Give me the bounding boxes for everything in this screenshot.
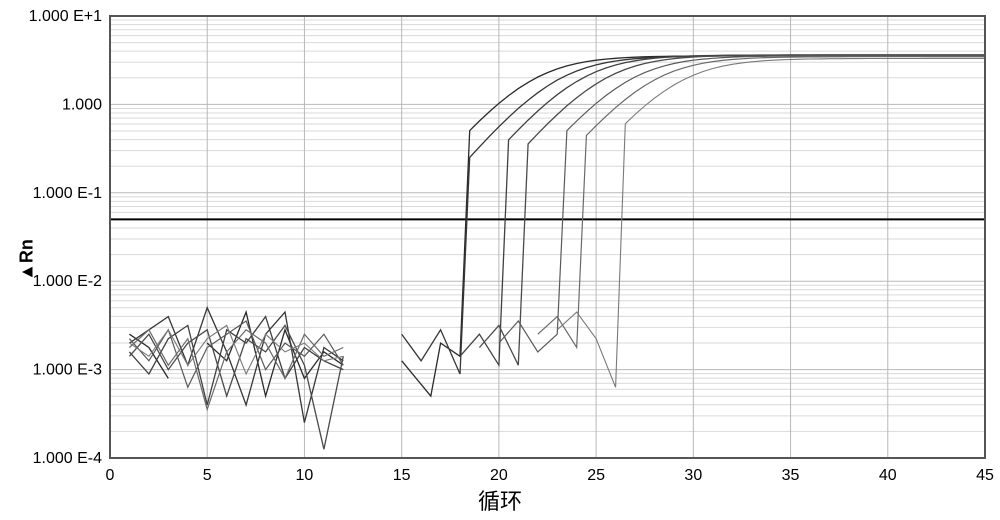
xtick-label: 30	[684, 467, 702, 484]
ytick-label: 1.000 E-3	[33, 362, 102, 379]
y-axis-label: ▲Rn	[16, 239, 37, 281]
x-axis-label: 循环	[0, 484, 1000, 516]
xtick-label: 25	[587, 467, 605, 484]
ytick-label: 1.000 E-1	[33, 185, 102, 202]
ytick-label: 1.000 E+1	[29, 8, 103, 25]
xtick-label: 20	[490, 467, 508, 484]
xtick-label: 5	[203, 467, 212, 484]
delta-icon: ▲	[16, 263, 37, 281]
xtick-label: 35	[782, 467, 800, 484]
ytick-label: 1.000 E-4	[33, 450, 102, 467]
xtick-label: 10	[296, 467, 314, 484]
xtick-label: 45	[976, 467, 994, 484]
xtick-label: 40	[879, 467, 897, 484]
xtick-label: 15	[393, 467, 411, 484]
ytick-label: 1.000	[62, 96, 102, 113]
amplification-plot: 1.000 E+1 1.000 1.000 E-1 1.000 E-2 1.000 E-…	[0, 0, 1000, 520]
xtick-label: 0	[106, 467, 115, 484]
ytick-label: 1.000 E-2	[33, 273, 102, 290]
